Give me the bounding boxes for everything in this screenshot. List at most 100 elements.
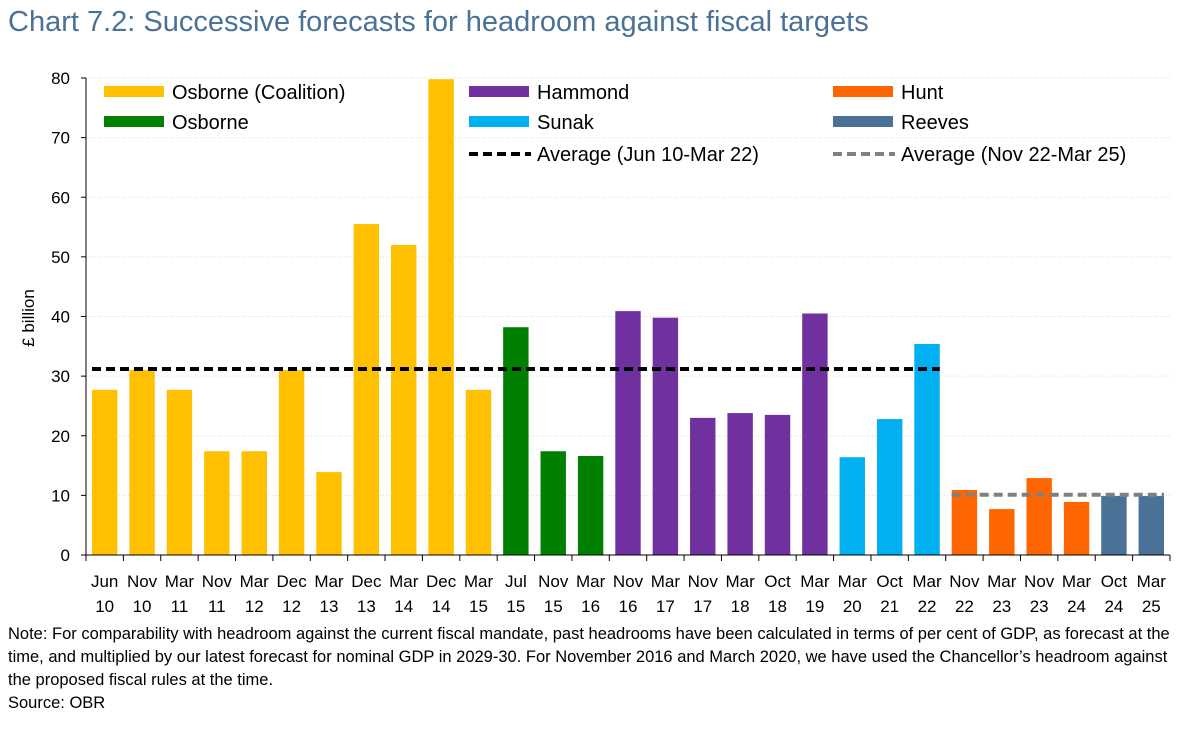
legend-label: Hunt [901,82,944,104]
x-tick-label-month: Mar [389,572,419,591]
bar [278,370,305,555]
bar [204,451,230,555]
x-tick-label-month: Mar [838,572,868,591]
bar [802,313,828,555]
legend-label: Osborne [172,112,249,134]
x-tick-label-month: Oct [876,572,903,591]
bar [166,389,193,555]
chart-note: Note: For comparability with headroom ag… [8,623,1193,715]
x-tick-label-year: 12 [245,597,264,616]
x-tick-label-month: Mar [464,572,494,591]
bar [540,451,566,555]
y-tick-label: 60 [51,188,70,207]
x-tick-label-month: Mar [576,572,606,591]
x-tick-label-month: Nov [1024,572,1055,591]
x-tick-label-year: 18 [768,597,787,616]
x-tick-label-year: 20 [843,597,862,616]
x-tick-label-month: Nov [538,572,569,591]
x-tick-label-year: 21 [880,597,899,616]
x-tick-label-year: 22 [918,597,937,616]
x-tick-label-month: Dec [426,572,457,591]
legend-label: Average (Jun 10-Mar 22) [537,144,759,166]
y-tick-label: 70 [51,129,70,148]
x-tick-label-month: Nov [202,572,233,591]
x-tick-label-month: Mar [165,572,195,591]
x-tick-label-month: Dec [276,572,307,591]
x-tick-label-year: 12 [282,597,301,616]
x-tick-label-month: Jun [91,572,118,591]
y-tick-label: 30 [51,367,70,386]
bar [839,457,865,555]
bar-chart: 0 10 20 30 40 50 60 70 80 Jun 10 Nov 10 Mar 11 Nov 11 Mar… [19,69,1171,616]
legend-swatch [469,116,529,127]
x-tick-label-month: Mar [1062,572,1092,591]
x-tick-label-month: Nov [127,572,158,591]
legend-swatch [469,86,529,97]
legend: Osborne (Coalition) Hammond Hunt Osborne Sun… [104,82,1126,166]
bar [316,472,342,555]
bar [1063,501,1090,555]
chart-title: Chart 7.2: Successive forecasts for head… [8,6,869,38]
legend-label: Sunak [537,112,595,134]
x-tick-label-year: 13 [320,597,339,616]
x-tick-label-year: 23 [992,597,1011,616]
x-tick-label-year: 18 [731,597,750,616]
bar [876,419,903,555]
axes: 0 10 20 30 40 50 60 70 80 Jun 10 Nov 10 Mar 11 Nov 11 Mar… [51,69,1171,616]
x-tick-label-year: 13 [357,597,376,616]
source-text: Source: OBR [8,694,106,712]
x-tick-label-month: Nov [949,572,980,591]
x-tick-label-month: Oct [764,572,791,591]
y-tick-label: 40 [51,308,70,327]
x-tick-label-month: Mar [725,572,755,591]
x-tick-label-month: Mar [987,572,1017,591]
bars [91,79,1165,556]
x-tick-label-year: 10 [95,597,114,616]
x-tick-label-year: 15 [469,597,488,616]
average-lines [91,366,1165,497]
bar [241,451,267,555]
bar [989,509,1015,555]
x-tick-label-year: 19 [805,597,824,616]
x-tick-label-month: Mar [651,572,681,591]
bar [615,311,641,555]
legend-label: Average (Nov 22-Mar 25) [901,144,1126,166]
bar [129,370,155,555]
bar [1101,495,1127,555]
x-tick-label-year: 11 [171,597,189,616]
bar [91,389,118,555]
y-tick-label: 50 [51,248,70,267]
x-tick-label-year: 23 [1030,597,1049,616]
x-tick-label-month: Nov [688,572,719,591]
x-tick-label-year: 11 [208,597,226,616]
x-tick-label-month: Jul [505,572,527,591]
bar [465,389,492,555]
y-tick-label: 20 [51,427,70,446]
x-tick-label-month: Mar [800,572,830,591]
legend-label: Osborne (Coalition) [172,82,345,104]
y-tick-label: 0 [61,546,70,565]
x-tick-label-month: Nov [613,572,644,591]
x-tick-label-year: 10 [133,597,152,616]
legend-swatch [833,116,893,127]
x-tick-label-month: Mar [912,572,942,591]
x-tick-label-year: 16 [581,597,600,616]
legend-swatch [104,116,164,127]
legend-swatch [104,86,164,97]
y-tick-label: 80 [51,69,70,88]
bar [652,317,679,555]
bar [727,413,753,555]
bar [391,244,417,555]
x-tick-label-year: 14 [394,597,413,616]
x-tick-label-month: Mar [1137,572,1167,591]
bar [353,224,380,556]
bar [1026,478,1052,555]
bar [951,490,978,555]
x-tick-label-year: 16 [619,597,638,616]
x-tick-label-month: Oct [1101,572,1128,591]
bar [764,414,791,555]
legend-swatch [833,86,893,97]
bar [428,79,454,555]
legend-label: Reeves [901,112,969,134]
bar [1138,495,1165,555]
